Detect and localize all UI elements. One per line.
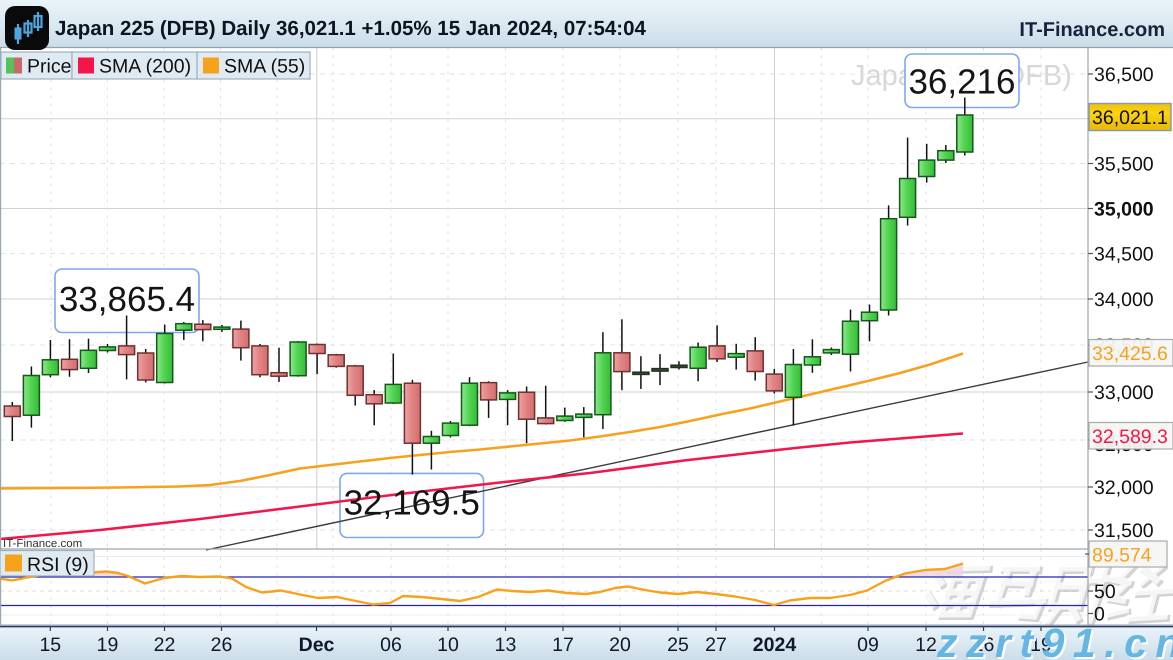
svg-text:10: 10 (437, 634, 459, 656)
svg-text:33,000: 33,000 (1094, 382, 1154, 404)
svg-text:RSI (9): RSI (9) (27, 554, 89, 576)
svg-text:0: 0 (1094, 604, 1105, 626)
svg-text:33,425.6: 33,425.6 (1092, 343, 1168, 365)
svg-text:33,865.4: 33,865.4 (59, 280, 195, 319)
svg-text:19: 19 (97, 634, 119, 656)
svg-text:12: 12 (915, 634, 937, 656)
svg-text:36,500: 36,500 (1094, 64, 1154, 86)
svg-text:13: 13 (495, 634, 517, 656)
svg-text:22: 22 (154, 634, 176, 656)
svg-text:2024: 2024 (753, 634, 797, 656)
svg-text:20: 20 (609, 634, 631, 656)
svg-text:36,216: 36,216 (908, 63, 1015, 102)
svg-text:17: 17 (552, 634, 574, 656)
svg-text:32,000: 32,000 (1094, 477, 1154, 499)
svg-text:15: 15 (39, 634, 61, 656)
svg-text:50: 50 (1094, 581, 1116, 603)
svg-text:31,500: 31,500 (1094, 520, 1154, 542)
svg-text:IT-Finance.com: IT-Finance.com (3, 538, 82, 550)
svg-text:35,000: 35,000 (1094, 199, 1154, 221)
svg-text:06: 06 (380, 634, 402, 656)
svg-text:32,169.5: 32,169.5 (344, 484, 480, 523)
svg-text:36,021.1: 36,021.1 (1092, 107, 1168, 129)
svg-text:16: 16 (973, 634, 995, 656)
svg-text:27: 27 (705, 634, 727, 656)
svg-text:Japan 225 (DFB) Daily 36,021.1: Japan 225 (DFB) Daily 36,021.1 +1.05% 15… (55, 17, 646, 40)
svg-text:Price: Price (27, 56, 71, 78)
svg-text:26: 26 (211, 634, 233, 656)
svg-text:34,000: 34,000 (1094, 289, 1154, 311)
svg-text:19: 19 (1030, 634, 1052, 656)
svg-text:35,500: 35,500 (1094, 154, 1154, 176)
svg-text:25: 25 (667, 634, 689, 656)
svg-text:SMA (200): SMA (200) (99, 56, 191, 78)
svg-text:32,589.3: 32,589.3 (1092, 426, 1168, 448)
svg-text:zzrt91.cn: zzrt91.cn (936, 620, 1173, 660)
svg-text:34,500: 34,500 (1094, 244, 1154, 266)
svg-text:09: 09 (857, 634, 879, 656)
svg-text:SMA (55): SMA (55) (224, 56, 305, 78)
svg-text:89.574: 89.574 (1092, 545, 1152, 567)
svg-text:IT-Finance.com: IT-Finance.com (1019, 19, 1165, 41)
svg-text:Dec: Dec (299, 634, 335, 656)
